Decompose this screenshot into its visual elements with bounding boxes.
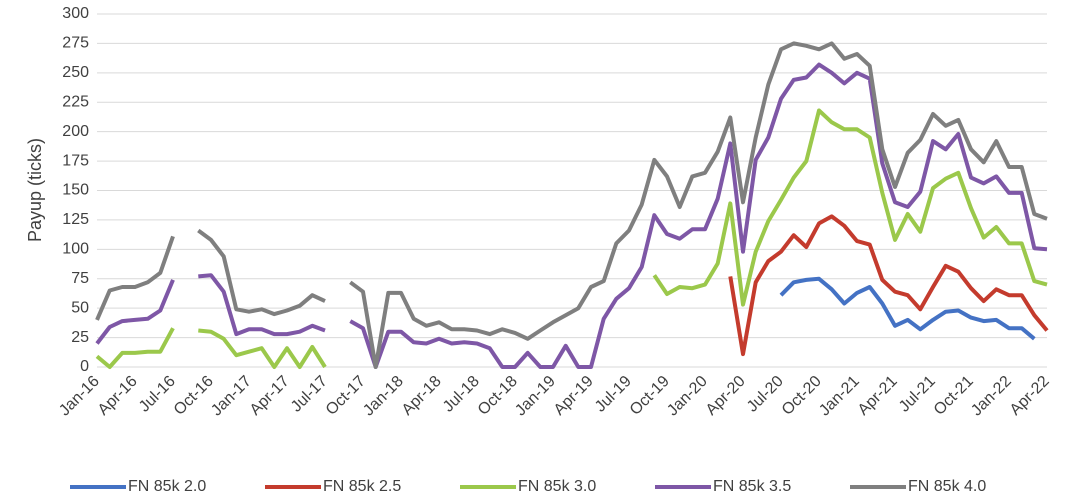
x-tick-label: Apr-17 (247, 373, 293, 419)
x-tick-label: Jan-21 (816, 373, 863, 420)
x-tick-label: Oct-20 (779, 373, 825, 419)
legend-label: FN 85k 2.0 (128, 478, 206, 495)
series-line (779, 276, 1036, 341)
x-tick-label: Jan-17 (208, 373, 255, 420)
y-tick-label: 275 (62, 35, 89, 52)
x-tick-label: Apr-16 (95, 373, 141, 419)
y-tick-label: 175 (62, 152, 89, 169)
series-line (95, 62, 1048, 369)
x-tick-label: Jan-22 (968, 373, 1015, 420)
y-tick-label: 125 (62, 211, 89, 228)
series-line (728, 214, 1049, 357)
x-tick-label: Jan-16 (56, 373, 103, 420)
y-tick-label: 0 (80, 358, 89, 375)
y-tick-label: 150 (62, 182, 89, 199)
y-tick-label: 100 (62, 241, 89, 258)
x-tick-label: Oct-17 (323, 373, 369, 419)
x-tick-label: Jan-19 (512, 373, 559, 420)
x-tick-label: Apr-22 (1007, 373, 1053, 419)
y-tick-label: 50 (71, 299, 89, 316)
x-tick-label: Oct-16 (171, 373, 217, 419)
series-line (95, 108, 1048, 369)
y-tick-label: 75 (71, 270, 89, 287)
x-tick-label: Apr-21 (855, 373, 901, 419)
y-tick-label: 250 (62, 64, 89, 81)
y-axis-title: Payup (ticks) (25, 138, 45, 242)
y-tick-label: 25 (71, 329, 89, 346)
x-tick-label: Apr-20 (703, 373, 749, 419)
x-tick-label: Apr-19 (551, 373, 597, 419)
y-tick-label: 225 (62, 93, 89, 110)
x-tick-label: Jan-20 (664, 373, 711, 420)
legend-label: FN 85k 4.0 (908, 478, 986, 495)
x-tick-label: Oct-21 (931, 373, 977, 419)
legend-label: FN 85k 3.0 (518, 478, 596, 495)
legend-label: FN 85k 3.5 (713, 478, 791, 495)
series-line (95, 41, 1048, 369)
x-tick-label: Apr-18 (399, 373, 445, 419)
x-tick-label: Oct-18 (475, 373, 521, 419)
x-tick-label: Jan-18 (360, 373, 407, 420)
y-tick-label: 200 (62, 123, 89, 140)
y-tick-label: 300 (62, 5, 89, 22)
legend-label: FN 85k 2.5 (323, 478, 401, 495)
x-tick-label: Oct-19 (627, 373, 673, 419)
